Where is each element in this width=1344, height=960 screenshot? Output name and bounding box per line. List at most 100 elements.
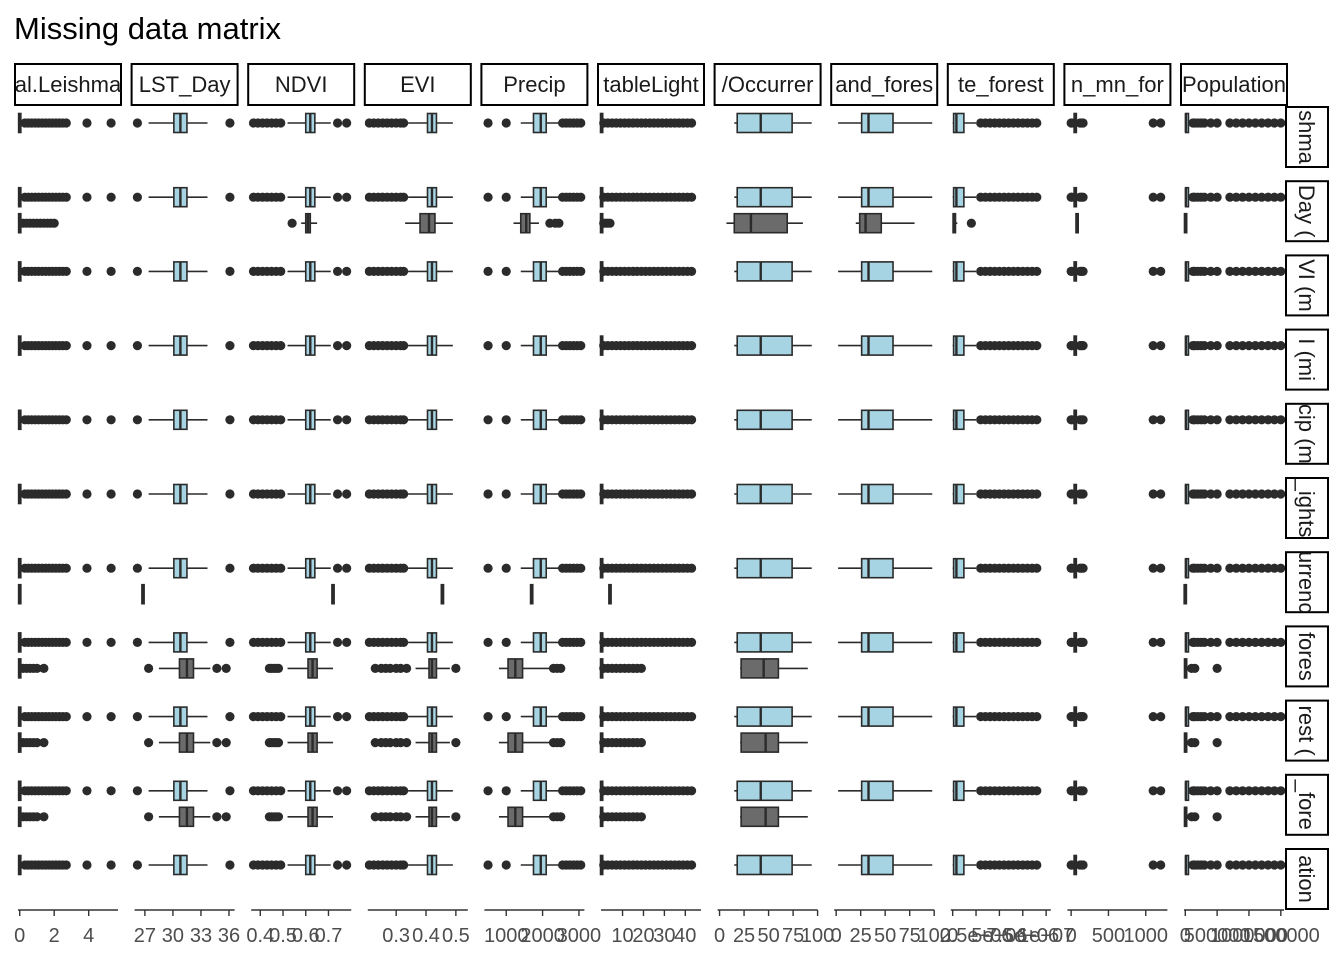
outlier-point bbox=[1206, 341, 1216, 351]
outlier-point bbox=[61, 860, 71, 870]
outlier-point bbox=[82, 786, 92, 796]
outlier-point bbox=[342, 118, 352, 128]
outlier-point bbox=[686, 415, 697, 425]
outlier-point bbox=[686, 712, 697, 722]
outlier-point bbox=[1148, 415, 1158, 425]
outlier-point bbox=[1212, 415, 1222, 425]
outlier-point bbox=[1078, 712, 1088, 722]
outlier-point bbox=[1244, 489, 1254, 499]
outlier-point bbox=[221, 663, 231, 674]
row-strip: Day ( bbox=[1285, 180, 1329, 243]
outlier-point bbox=[61, 786, 71, 796]
outlier-point bbox=[61, 415, 71, 425]
row-strip-label-clip: urrenc bbox=[1294, 551, 1319, 613]
outlier-point bbox=[1156, 415, 1166, 425]
outlier-point bbox=[1263, 563, 1273, 573]
panel-column bbox=[132, 112, 235, 876]
column-strip-label: Population bbox=[1182, 72, 1286, 97]
outlier-point bbox=[483, 489, 493, 499]
outlier-point bbox=[1078, 118, 1088, 128]
outlier-point bbox=[399, 266, 409, 276]
outlier-point bbox=[132, 118, 143, 128]
outlier-point bbox=[82, 489, 92, 499]
box-iqr bbox=[860, 854, 894, 876]
outlier-point bbox=[1244, 637, 1254, 648]
x-tick-label: 27 bbox=[134, 925, 156, 947]
outlier-point bbox=[1225, 563, 1235, 573]
outlier-point bbox=[1225, 266, 1235, 276]
outlier-point bbox=[1244, 712, 1254, 722]
outlier-point bbox=[1078, 860, 1088, 870]
outlier-point bbox=[686, 192, 697, 202]
outlier-point bbox=[1237, 860, 1248, 870]
row-strip-box bbox=[1285, 328, 1329, 391]
box-iqr bbox=[952, 335, 965, 356]
outlier-point bbox=[1156, 860, 1166, 870]
outlier-point bbox=[1231, 786, 1241, 796]
outlier-point bbox=[61, 712, 71, 722]
outlier-point bbox=[1257, 712, 1267, 722]
outlier-point bbox=[32, 738, 42, 748]
outlier-point bbox=[686, 118, 697, 128]
outlier-point bbox=[483, 786, 493, 796]
outlier-point bbox=[1156, 192, 1166, 202]
outlier-point bbox=[332, 415, 343, 425]
outlier-point bbox=[212, 812, 222, 822]
outlier-point bbox=[399, 415, 409, 425]
outlier-point bbox=[1148, 266, 1158, 276]
outlier-point bbox=[273, 738, 284, 748]
outlier-point bbox=[225, 341, 235, 351]
x-tick-label: 10 bbox=[611, 925, 633, 947]
x-tick-label: 30 bbox=[653, 925, 675, 947]
column-strip: EVI bbox=[363, 63, 472, 106]
row-strip: _fore bbox=[1285, 773, 1329, 836]
outlier-point bbox=[483, 415, 493, 425]
outlier-point bbox=[501, 563, 511, 573]
outlier-point bbox=[1067, 266, 1077, 276]
outlier-point bbox=[1231, 860, 1241, 870]
outlier-point bbox=[1067, 192, 1077, 202]
outlier-point bbox=[1276, 118, 1286, 128]
outlier-point bbox=[225, 489, 235, 499]
outlier-point bbox=[576, 637, 586, 648]
outlier-point bbox=[1231, 415, 1241, 425]
box-iqr bbox=[952, 706, 965, 727]
outlier-point bbox=[399, 860, 409, 870]
row-strip-label: urrenc bbox=[1294, 551, 1319, 613]
outlier-point bbox=[576, 786, 586, 796]
box-iqr bbox=[860, 706, 894, 727]
outlier-point bbox=[1078, 786, 1088, 796]
outlier-point bbox=[1257, 786, 1267, 796]
outlier-point bbox=[1269, 415, 1280, 425]
row-strip-label: _ights bbox=[1294, 478, 1319, 538]
outlier-point bbox=[1067, 341, 1077, 351]
x-axis: 27 30 33 36 bbox=[134, 909, 240, 947]
row-strip-label-clip: _fore bbox=[1294, 779, 1319, 830]
outlier-point bbox=[686, 860, 697, 870]
outlier-point bbox=[483, 712, 493, 722]
outlier-point bbox=[106, 860, 116, 870]
outlier-point bbox=[1250, 341, 1260, 351]
row-strip: VI (m bbox=[1285, 254, 1329, 317]
outlier-point bbox=[686, 786, 697, 796]
outlier-point bbox=[636, 738, 646, 748]
x-tick-label: 1500000 bbox=[1242, 925, 1320, 947]
outlier-point bbox=[342, 712, 352, 722]
outlier-point bbox=[1032, 415, 1042, 425]
outlier-point bbox=[501, 118, 511, 128]
outlier-point bbox=[332, 712, 343, 722]
x-tick-label: 2000 bbox=[520, 925, 565, 947]
row-strip-label-clip: I (mi bbox=[1294, 338, 1319, 381]
x-tick-label: 0.6 bbox=[292, 925, 320, 947]
outlier-point bbox=[399, 637, 409, 648]
outlier-point bbox=[451, 812, 461, 822]
outlier-point bbox=[225, 712, 235, 722]
outlier-point bbox=[82, 341, 92, 351]
outlier-point bbox=[1067, 118, 1077, 128]
outlier-point bbox=[1212, 712, 1222, 722]
box-iqr bbox=[736, 780, 793, 802]
row-strip-label-clip: cip (m bbox=[1294, 404, 1319, 464]
outlier-point bbox=[636, 812, 646, 822]
outlier-point bbox=[1231, 563, 1241, 573]
